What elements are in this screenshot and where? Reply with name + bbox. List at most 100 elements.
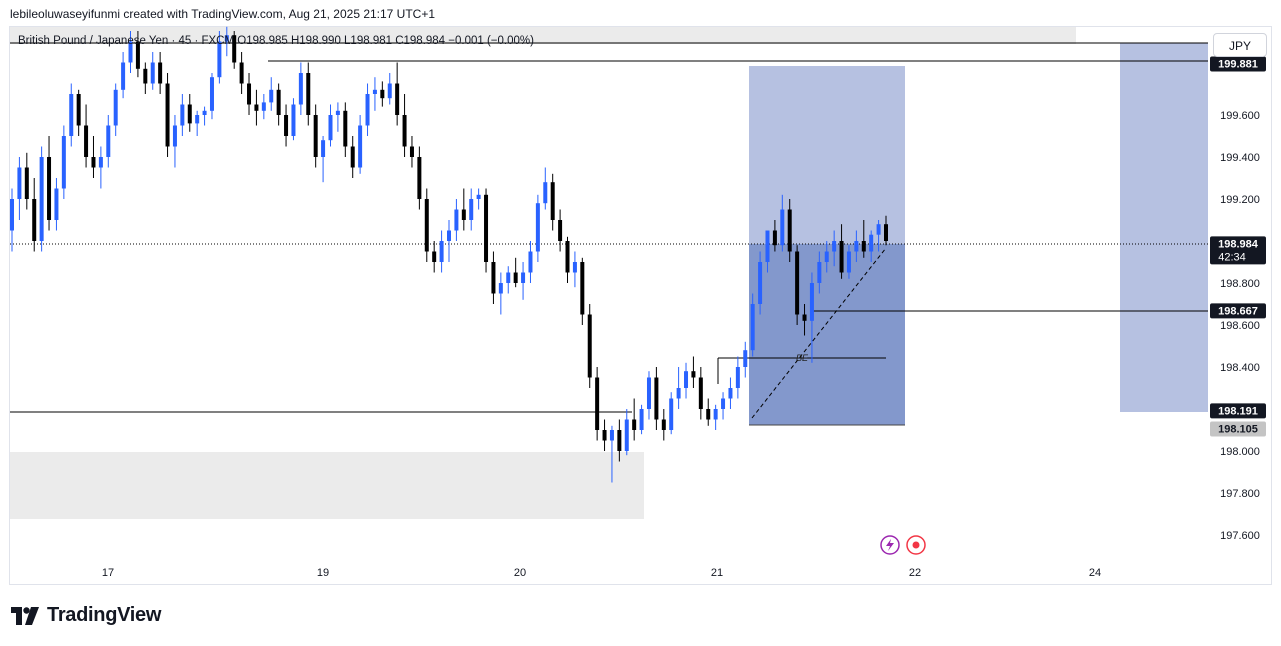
candle: [684, 362, 689, 399]
record-icon[interactable]: [906, 535, 926, 555]
candle-body: [32, 199, 37, 241]
candle: [61, 125, 66, 199]
candle: [417, 146, 422, 210]
candle: [595, 367, 600, 441]
x-tick-label: 24: [1089, 567, 1101, 579]
y-tick-label: 199.400: [1220, 152, 1260, 164]
candle-body: [602, 430, 607, 441]
candle: [335, 102, 340, 132]
candle: [106, 115, 111, 168]
candle: [313, 104, 318, 168]
candle-body: [291, 104, 296, 136]
candle-body: [47, 157, 52, 220]
price-tag-label: 199.881: [1218, 59, 1258, 71]
candle: [535, 194, 540, 262]
candle-body: [654, 377, 659, 420]
price-tag-label: 198.105: [1218, 423, 1258, 435]
candle: [291, 98, 296, 141]
candle: [387, 73, 392, 105]
candle-body: [491, 262, 496, 294]
candle-body: [432, 251, 437, 262]
candle: [254, 89, 259, 126]
candle: [580, 257, 585, 325]
candle: [150, 52, 155, 90]
candle: [839, 224, 844, 279]
candle-body: [854, 241, 859, 252]
lightning-icon[interactable]: [880, 535, 900, 555]
candle-body: [232, 35, 237, 63]
candle-body: [158, 62, 163, 84]
bottom-range-band: [10, 452, 644, 519]
candle-body: [402, 115, 407, 147]
candle-body: [595, 377, 600, 430]
candle-body: [543, 182, 548, 204]
candle-body: [135, 41, 140, 69]
candle-body: [380, 89, 385, 99]
candle-body: [624, 419, 629, 451]
candle-body: [39, 157, 44, 241]
chart-frame[interactable]: [9, 26, 1272, 585]
candle: [602, 419, 607, 451]
x-tick-label: 19: [317, 567, 329, 579]
candle: [409, 136, 414, 168]
candle: [476, 188, 481, 210]
top-range-band: [10, 27, 1076, 44]
candle-body: [535, 203, 540, 252]
candle-body: [187, 104, 192, 124]
candle-body: [484, 194, 489, 262]
tradingview-logo-icon: [11, 606, 39, 625]
candle-body: [321, 140, 326, 157]
candle-body: [343, 110, 348, 147]
candle: [654, 367, 659, 430]
price-tag-bg: [1210, 421, 1266, 437]
candle-body: [350, 146, 355, 168]
candle-body: [306, 73, 311, 115]
candle: [669, 392, 674, 435]
position-target-zone: [749, 66, 905, 244]
currency-button[interactable]: JPY: [1213, 33, 1267, 57]
candle: [646, 371, 651, 420]
candle: [232, 31, 237, 69]
candle-body: [632, 419, 637, 430]
candle: [513, 257, 518, 288]
candle: [824, 241, 829, 273]
y-tick-label: 198.800: [1220, 278, 1260, 290]
candle: [869, 230, 874, 262]
candle: [69, 83, 74, 147]
chart-toolbar-icons: [880, 535, 926, 555]
candle-body: [661, 419, 666, 430]
y-tick-label: 197.800: [1220, 488, 1260, 500]
candle: [84, 104, 89, 168]
candle-body: [298, 73, 303, 105]
candle: [298, 62, 303, 115]
price-tag: 198.191: [1210, 403, 1266, 419]
candle: [172, 115, 177, 168]
candle-body: [113, 89, 118, 126]
candle-body: [617, 430, 622, 451]
candle-body: [772, 230, 777, 246]
x-tick-label: 20: [514, 567, 526, 579]
position-entry-zone: [749, 244, 905, 425]
candle: [484, 188, 489, 273]
tradingview-logo[interactable]: TradingView: [11, 604, 161, 627]
candle: [780, 194, 785, 252]
candle-body: [780, 209, 785, 246]
candle: [802, 304, 807, 336]
price-tag: 198.105: [1210, 421, 1266, 437]
candle: [758, 251, 763, 315]
candle-body: [698, 377, 703, 409]
candle: [624, 409, 629, 456]
price-tag: 198.667: [1210, 303, 1266, 319]
candle: [854, 230, 859, 262]
candle: [113, 83, 118, 136]
candle-body: [335, 110, 340, 115]
y-tick-label: 199.200: [1220, 194, 1260, 206]
candle: [328, 104, 333, 147]
candle-body: [669, 398, 674, 430]
candle-body: [17, 167, 22, 199]
candle-body: [884, 224, 888, 241]
candle-body: [817, 262, 822, 283]
candle-body: [202, 110, 207, 115]
candle-body: [409, 146, 414, 157]
